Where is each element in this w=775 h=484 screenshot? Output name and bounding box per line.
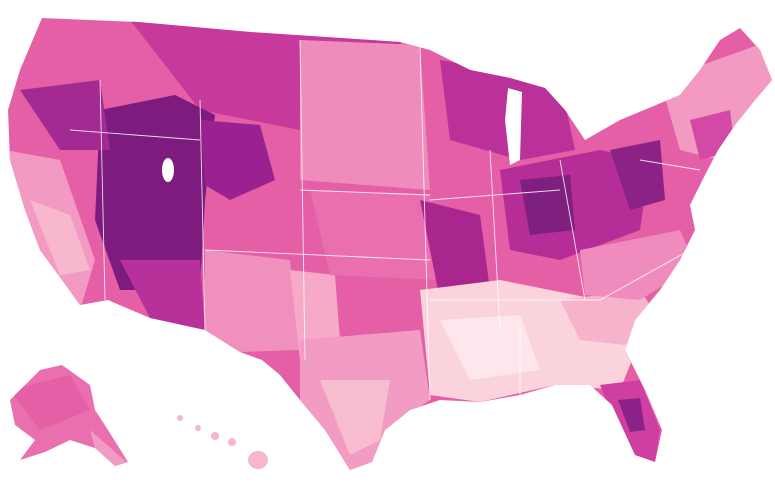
lake bbox=[505, 88, 522, 165]
region bbox=[120, 260, 205, 330]
region bbox=[310, 190, 440, 280]
island bbox=[211, 432, 219, 440]
region bbox=[618, 398, 645, 432]
region bbox=[420, 200, 490, 300]
island bbox=[228, 438, 236, 446]
region bbox=[610, 140, 665, 210]
state-borders bbox=[69, 39, 701, 401]
region bbox=[30, 200, 90, 275]
region bbox=[95, 95, 215, 290]
region bbox=[290, 270, 340, 360]
island bbox=[248, 451, 268, 469]
region bbox=[20, 80, 110, 150]
hawaii bbox=[177, 415, 268, 469]
region bbox=[520, 175, 575, 235]
region bbox=[440, 315, 540, 380]
island bbox=[177, 415, 183, 421]
region bbox=[10, 375, 90, 430]
island bbox=[195, 425, 201, 431]
region bbox=[200, 120, 275, 200]
region bbox=[205, 250, 300, 352]
region bbox=[300, 40, 430, 190]
lake bbox=[162, 158, 174, 182]
alaska bbox=[10, 365, 128, 466]
region bbox=[320, 380, 390, 455]
